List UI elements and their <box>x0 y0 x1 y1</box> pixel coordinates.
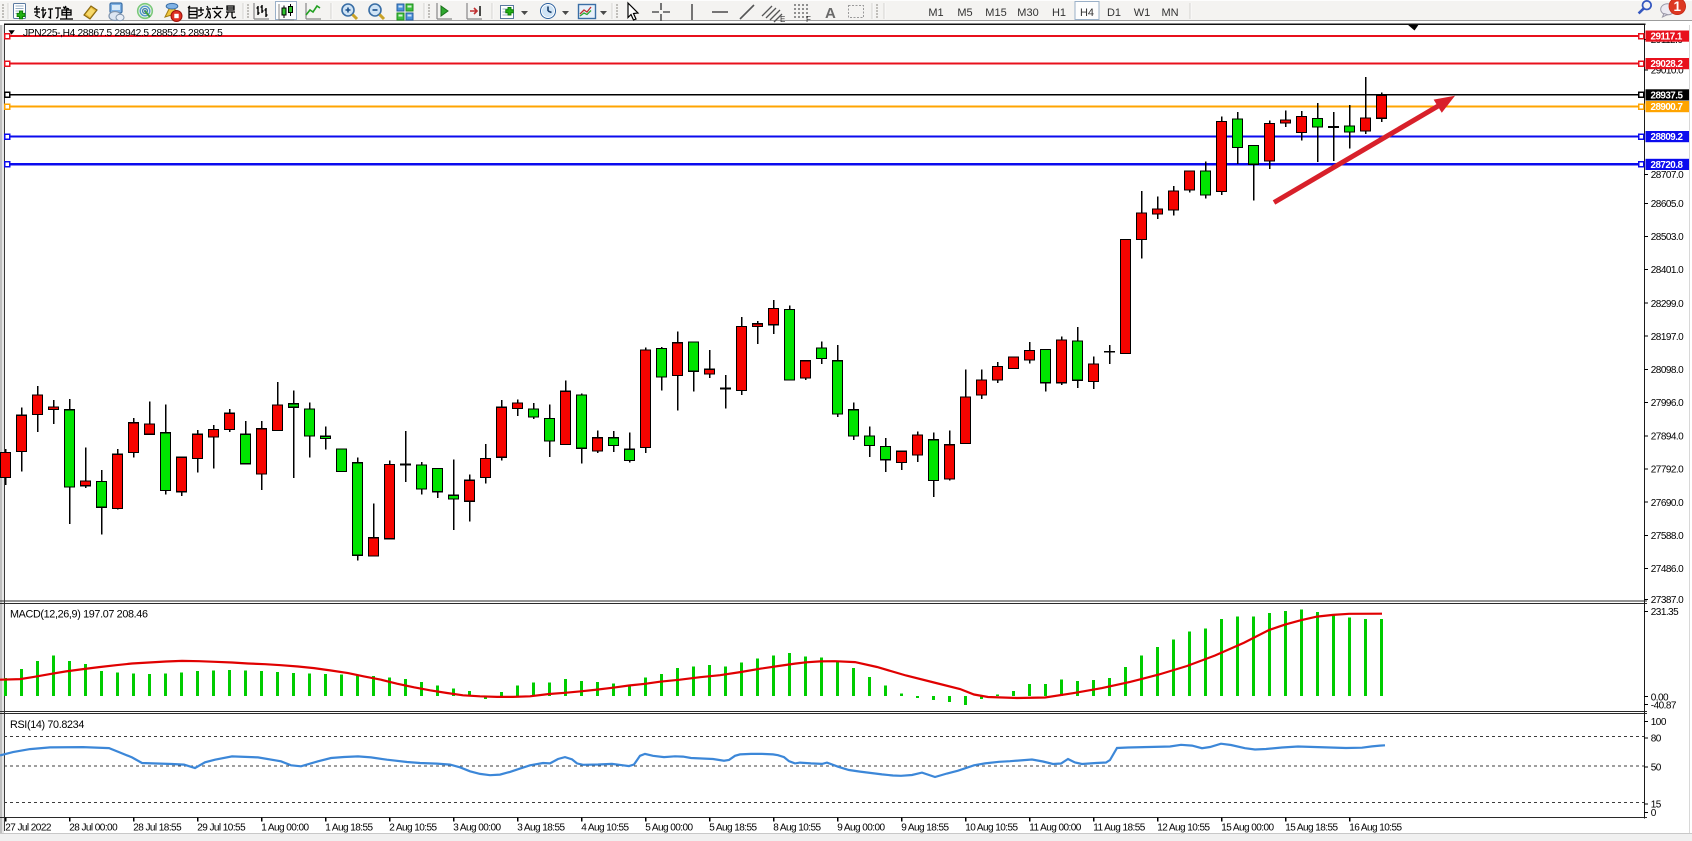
svg-text:28 Jul 18:55: 28 Jul 18:55 <box>133 823 182 834</box>
svg-text:29 Jul 10:55: 29 Jul 10:55 <box>197 823 246 834</box>
svg-text:15 Aug 18:55: 15 Aug 18:55 <box>1285 823 1338 834</box>
svg-text:0: 0 <box>1651 808 1657 819</box>
svg-text:10 Aug 10:55: 10 Aug 10:55 <box>965 823 1018 834</box>
svg-text:M1: M1 <box>928 7 943 19</box>
svg-text:3 Aug 18:55: 3 Aug 18:55 <box>517 823 565 834</box>
svg-text:27 Jul 2022: 27 Jul 2022 <box>5 823 52 834</box>
svg-text:M15: M15 <box>985 7 1006 19</box>
svg-text:9 Aug 00:00: 9 Aug 00:00 <box>837 823 885 834</box>
svg-text:28 Jul 00:00: 28 Jul 00:00 <box>69 823 118 834</box>
svg-text:M30: M30 <box>1017 7 1038 19</box>
svg-text:27486.0: 27486.0 <box>1651 564 1684 575</box>
svg-text:W1: W1 <box>1134 7 1151 19</box>
svg-text:H4: H4 <box>1080 7 1094 19</box>
svg-text:27690.0: 27690.0 <box>1651 498 1684 509</box>
svg-text:16 Aug 10:55: 16 Aug 10:55 <box>1349 823 1402 834</box>
svg-text:11 Aug 18:55: 11 Aug 18:55 <box>1093 823 1146 834</box>
svg-text:50: 50 <box>1651 763 1662 774</box>
svg-text:28098.0: 28098.0 <box>1651 365 1684 376</box>
svg-text:9 Aug 18:55: 9 Aug 18:55 <box>901 823 949 834</box>
svg-text:1: 1 <box>1674 0 1682 14</box>
svg-text:100: 100 <box>1651 717 1667 728</box>
svg-text:28197.0: 28197.0 <box>1651 332 1684 343</box>
svg-text:1 Aug 00:00: 1 Aug 00:00 <box>261 823 309 834</box>
svg-text:F: F <box>806 15 811 24</box>
svg-text:15: 15 <box>1651 799 1662 810</box>
svg-text:28809.2: 28809.2 <box>1651 132 1684 143</box>
svg-text:1 Aug 18:55: 1 Aug 18:55 <box>325 823 373 834</box>
svg-text:H1: H1 <box>1052 7 1066 19</box>
svg-text:MN: MN <box>1161 7 1178 19</box>
svg-text:28605.0: 28605.0 <box>1651 199 1684 210</box>
svg-text:28707.0: 28707.0 <box>1651 170 1684 181</box>
svg-text:27588.0: 27588.0 <box>1651 531 1684 542</box>
svg-text:28937.5: 28937.5 <box>1651 90 1684 101</box>
svg-text:E: E <box>780 15 785 24</box>
svg-text:5 Aug 00:00: 5 Aug 00:00 <box>645 823 693 834</box>
svg-text:A: A <box>825 5 836 22</box>
svg-text:JPN225-,H4 28867.5 28942.5 28: JPN225-,H4 28867.5 28942.5 28852.5 28937… <box>23 28 223 39</box>
svg-text:RSI(14) 70.8234: RSI(14) 70.8234 <box>10 719 84 731</box>
svg-text:D1: D1 <box>1107 7 1121 19</box>
svg-text:MACD(12,26,9) 197.07 208.46: MACD(12,26,9) 197.07 208.46 <box>10 609 148 621</box>
svg-text:27387.0: 27387.0 <box>1651 595 1684 606</box>
svg-text:27894.0: 27894.0 <box>1651 431 1684 442</box>
svg-text:29028.2: 29028.2 <box>1651 59 1684 70</box>
svg-text:8 Aug 10:55: 8 Aug 10:55 <box>773 823 821 834</box>
svg-text:15 Aug 00:00: 15 Aug 00:00 <box>1221 823 1274 834</box>
svg-text:29117.1: 29117.1 <box>1651 32 1683 43</box>
svg-text:28299.0: 28299.0 <box>1651 299 1684 310</box>
svg-text:11 Aug 00:00: 11 Aug 00:00 <box>1029 823 1082 834</box>
svg-text:27996.0: 27996.0 <box>1651 398 1684 409</box>
svg-text:28401.0: 28401.0 <box>1651 265 1684 276</box>
svg-text:28900.7: 28900.7 <box>1651 102 1684 113</box>
svg-text:80: 80 <box>1651 734 1662 745</box>
svg-text:0.00: 0.00 <box>1651 692 1669 703</box>
svg-text:27792.0: 27792.0 <box>1651 465 1684 476</box>
svg-text:231.35: 231.35 <box>1651 607 1679 618</box>
svg-text:28720.8: 28720.8 <box>1651 160 1684 171</box>
svg-text:4 Aug 10:55: 4 Aug 10:55 <box>581 823 629 834</box>
svg-text:28503.0: 28503.0 <box>1651 232 1684 243</box>
svg-text:12 Aug 10:55: 12 Aug 10:55 <box>1157 823 1210 834</box>
svg-text:29010.0: 29010.0 <box>1651 66 1684 77</box>
svg-text:M5: M5 <box>957 7 972 19</box>
svg-text:-40.87: -40.87 <box>1651 700 1677 711</box>
svg-text:5 Aug 18:55: 5 Aug 18:55 <box>709 823 757 834</box>
svg-text:2 Aug 10:55: 2 Aug 10:55 <box>389 823 437 834</box>
svg-text:3 Aug 00:00: 3 Aug 00:00 <box>453 823 501 834</box>
